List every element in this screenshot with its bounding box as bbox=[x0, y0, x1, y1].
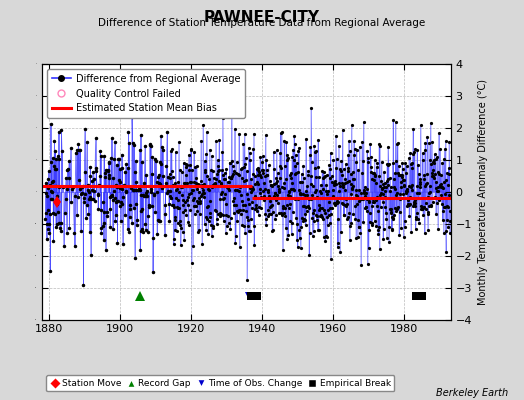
Legend: Difference from Regional Average, Quality Control Failed, Estimated Station Mean: Difference from Regional Average, Qualit… bbox=[47, 69, 245, 118]
Text: Berkeley Earth: Berkeley Earth bbox=[436, 388, 508, 398]
Text: Difference of Station Temperature Data from Regional Average: Difference of Station Temperature Data f… bbox=[99, 18, 425, 28]
Text: PAWNEE-CITY: PAWNEE-CITY bbox=[204, 10, 320, 25]
Legend: Station Move, Record Gap, Time of Obs. Change, Empirical Break: Station Move, Record Gap, Time of Obs. C… bbox=[47, 375, 395, 392]
Y-axis label: Monthly Temperature Anomaly Difference (°C): Monthly Temperature Anomaly Difference (… bbox=[477, 79, 487, 305]
